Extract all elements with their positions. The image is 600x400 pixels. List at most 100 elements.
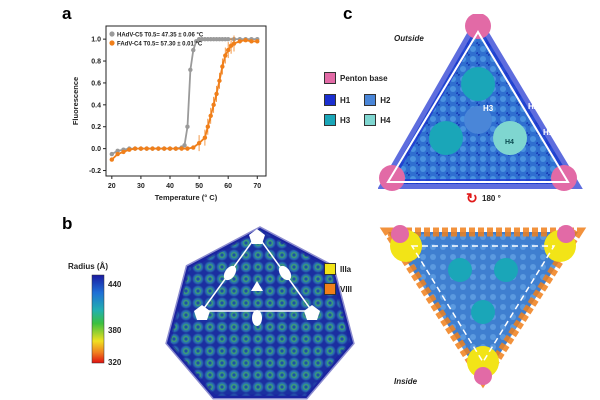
data-point-FAdV-C4 xyxy=(196,140,202,146)
y-tick-label: 0.8 xyxy=(91,59,101,66)
data-point-FAdV-C4 xyxy=(179,146,184,151)
legend-swatch-h3 xyxy=(324,114,336,126)
series-line-HAdV-C5 xyxy=(111,38,258,155)
legend-swatch-penton-base xyxy=(324,72,336,84)
legend-item-viii: VIII xyxy=(324,283,352,295)
penton-base-inside-bottom xyxy=(474,367,492,385)
data-point-FAdV-C4 xyxy=(161,146,167,151)
data-point-FAdV-C4 xyxy=(225,47,231,53)
colorbar-tick-320: 320 xyxy=(108,358,122,367)
capsid-radial-map: Radius (Å) 440 380 320 xyxy=(68,226,355,400)
ellipse-marker-bottom xyxy=(252,310,262,326)
colorbar-tick-440: 440 xyxy=(108,280,122,289)
label-h4: H4 xyxy=(505,139,514,146)
label-h3: H3 xyxy=(483,104,494,113)
data-point-FAdV-C4 xyxy=(205,124,211,129)
panel-letter-c: c xyxy=(343,4,353,23)
x-tick-label: 50 xyxy=(195,183,203,190)
facet-outside-body xyxy=(386,24,574,184)
hexon-inside-bottom xyxy=(471,300,495,324)
y-tick-label: 1.0 xyxy=(91,37,101,44)
data-point-FAdV-C4 xyxy=(255,39,260,44)
legend-label-h3: H3 xyxy=(340,115,351,125)
penton-base-inside-right xyxy=(557,225,575,243)
data-point-FAdV-C4 xyxy=(138,146,144,151)
penton-base-top xyxy=(465,14,491,39)
legend-swatch-h4 xyxy=(364,114,377,126)
legend-label-iiia: IIIa xyxy=(340,264,352,274)
colorbar xyxy=(91,274,105,364)
data-point-HAdV-C5 xyxy=(185,124,190,129)
legend-item-h4: H4 xyxy=(364,114,390,126)
data-point-FAdV-C4 xyxy=(156,146,161,151)
data-point-FAdV-C4 xyxy=(211,102,216,108)
colorbar-title: Radius (Å) xyxy=(68,262,108,271)
label-h1: H1 xyxy=(543,128,554,137)
data-point-FAdV-C4 xyxy=(208,113,213,118)
y-tick-label: 0.6 xyxy=(91,80,101,87)
data-point-HAdV-C5 xyxy=(109,151,115,157)
data-point-FAdV-C4 xyxy=(214,91,219,97)
data-point-FAdV-C4 xyxy=(202,135,208,140)
pentagon-marker-right xyxy=(304,305,320,320)
data-point-HAdV-C5 xyxy=(225,36,231,42)
hexon-inside-right xyxy=(494,258,518,282)
thermal-stability-chart: 20 30 40 50 60 70 -0.2 0.0 0.2 0.4 0.6 0.8 1.0 Temper… xyxy=(71,25,267,202)
data-point-HAdV-C5 xyxy=(115,148,120,154)
facet-outline-outside xyxy=(386,30,570,183)
data-point-HAdV-C5 xyxy=(191,47,196,53)
hexon-inside-left xyxy=(448,258,472,282)
pentagon-marker-left xyxy=(194,305,210,320)
legend-label-penton-base: Penton base xyxy=(340,73,388,83)
facet-outside-view: H3 H2 H1 H4 xyxy=(378,14,583,191)
penton-base-left xyxy=(379,165,405,191)
penton-base-inside-left xyxy=(391,225,409,243)
label-rotation: 180 ° xyxy=(482,194,501,203)
hexon-h3-top xyxy=(461,67,495,101)
label-outside: Outside xyxy=(394,34,424,43)
legend-label-viii: VIII xyxy=(340,284,353,294)
data-point-FAdV-C4 xyxy=(237,39,243,44)
data-point-FAdV-C4 xyxy=(167,146,173,151)
hexon-h3-left xyxy=(429,121,463,155)
x-tick-label: 60 xyxy=(224,183,232,190)
data-point-FAdV-C4 xyxy=(220,64,225,69)
x-tick-label: 70 xyxy=(253,183,261,190)
legend-label-FAdV-C4: FAdV-C4 T0.5= 57.30 ± 0.01 °C xyxy=(117,42,203,48)
legend-label-h2: H2 xyxy=(380,95,391,105)
protein-legend-outside: Penton base H1 H2 H3 H4 xyxy=(324,72,390,126)
colorbar-tick-380: 380 xyxy=(108,326,122,335)
panel-letter-b: b xyxy=(62,214,73,233)
protein-legend-inside: IIIa VIII xyxy=(324,263,352,295)
legend-label-h4: H4 xyxy=(380,115,391,125)
ellipse-marker-right xyxy=(278,265,292,281)
legend-swatch-iiia xyxy=(324,263,336,275)
data-point-FAdV-C4 xyxy=(150,146,155,151)
legend-swatch-h2 xyxy=(364,94,377,106)
ellipse-marker-left xyxy=(223,265,237,281)
data-point-HAdV-C5 xyxy=(188,67,193,72)
legend-item-iiia: IIIa xyxy=(324,263,352,275)
legend-item-h2: H2 xyxy=(364,94,390,106)
legend-item-penton-base: Penton base xyxy=(324,72,390,84)
data-point-FAdV-C4 xyxy=(243,38,248,43)
facet-outline-inside xyxy=(410,245,556,364)
label-inside: Inside xyxy=(394,377,418,386)
x-tick-label: 40 xyxy=(166,183,174,190)
data-point-FAdV-C4 xyxy=(231,41,237,46)
hexon-h2-center xyxy=(464,106,492,134)
x-tick-label: 30 xyxy=(137,183,145,190)
legend-label-h1: H1 xyxy=(340,95,351,105)
data-point-FAdV-C4 xyxy=(127,147,132,152)
data-point-FAdV-C4 xyxy=(249,39,254,44)
triangle-marker-center xyxy=(251,281,263,291)
legend-swatch-viii xyxy=(324,283,336,295)
y-tick-label: 0.0 xyxy=(91,146,101,153)
data-point-FAdV-C4 xyxy=(144,146,149,151)
protein-viii-band xyxy=(379,227,587,389)
legend-marker-HAdV-C5 xyxy=(109,31,115,37)
legend-item-h1: H1 xyxy=(324,94,350,106)
data-point-HAdV-C5 xyxy=(182,143,187,148)
protein-iiia-cluster-bottom xyxy=(467,346,499,378)
panel-letter-a: a xyxy=(62,4,72,23)
